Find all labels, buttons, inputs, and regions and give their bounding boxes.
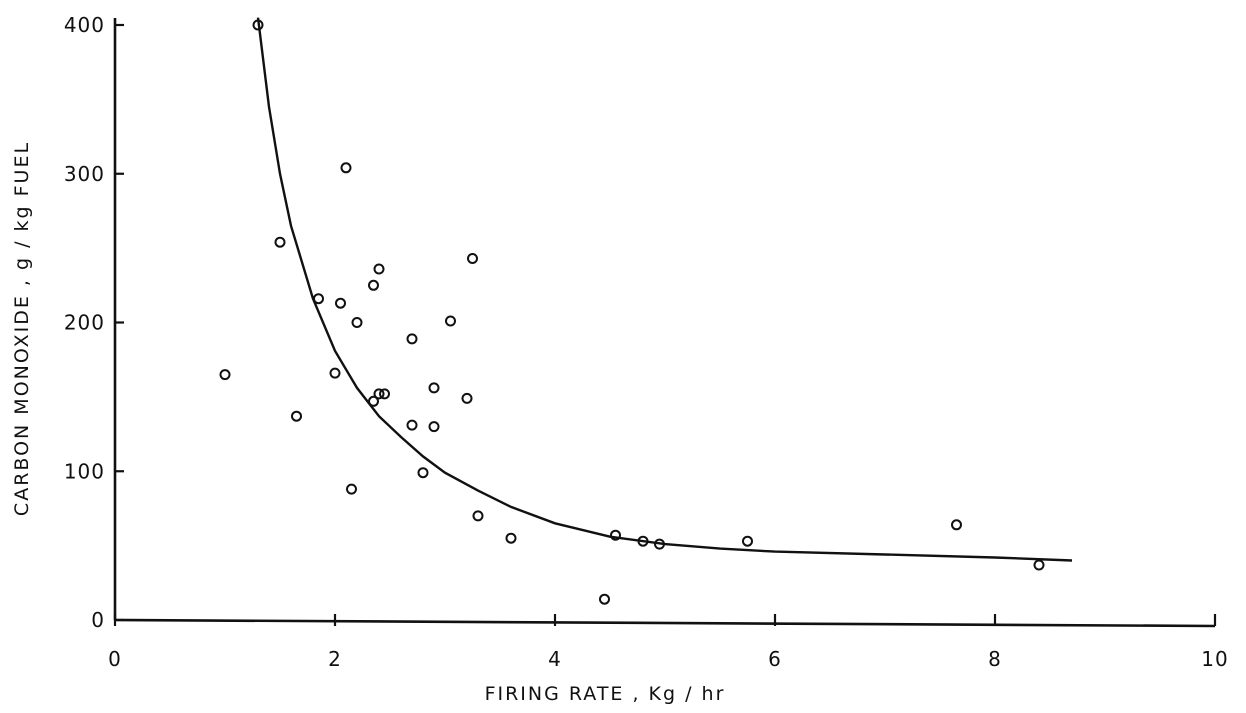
data-point (1033, 559, 1045, 571)
fitted-curve (256, 17, 1073, 562)
y-tick-label: 100 (64, 459, 105, 483)
data-point (252, 19, 264, 31)
x-axis-line (114, 618, 1216, 628)
data-point (368, 279, 379, 291)
data-point (373, 388, 385, 400)
data-point (505, 532, 517, 544)
data-point (274, 236, 286, 248)
data-point (467, 253, 478, 264)
data-point (368, 395, 379, 407)
data-point (637, 535, 649, 547)
data-point (219, 369, 231, 381)
data-point (445, 315, 456, 327)
x-tick-label: 8 (988, 647, 1002, 671)
data-point (379, 388, 390, 400)
x-tick-label: 0 (108, 647, 122, 671)
data-point (291, 410, 302, 422)
data-point (335, 297, 346, 309)
data-point (951, 519, 962, 531)
data-point (406, 419, 418, 431)
y-tick-label: 400 (64, 13, 105, 37)
x-tick-label: 4 (548, 647, 562, 671)
data-point (313, 293, 324, 305)
data-point (461, 392, 473, 404)
x-axis-title: FIRING RATE , Kg / hr (485, 683, 726, 705)
x-tick-label: 2 (328, 647, 342, 671)
data-point (346, 483, 357, 495)
data-point (742, 535, 753, 547)
data-points (219, 19, 1045, 605)
data-point (654, 538, 665, 550)
data-point (599, 593, 610, 605)
data-point (340, 162, 352, 174)
x-tick-label: 6 (768, 647, 782, 671)
x-tick-label: 10 (1201, 647, 1228, 671)
data-point (329, 367, 341, 379)
data-point (417, 467, 429, 479)
data-point (406, 333, 418, 345)
y-tick-label: 300 (64, 162, 105, 186)
y-axis-title: CARBON MONOXIDE , g / kg FUEL (11, 141, 33, 516)
y-axis-ticks: 0 100 200 300 400 (64, 13, 124, 632)
y-tick-label: 0 (91, 608, 105, 632)
data-point (472, 510, 484, 522)
data-point (610, 529, 621, 541)
data-point (373, 263, 385, 275)
y-tick-label: 200 (64, 311, 105, 335)
data-point (428, 421, 440, 433)
data-point (351, 317, 363, 328)
x-axis-ticks: 0 2 4 6 8 10 (108, 614, 1228, 671)
data-point (428, 382, 440, 394)
